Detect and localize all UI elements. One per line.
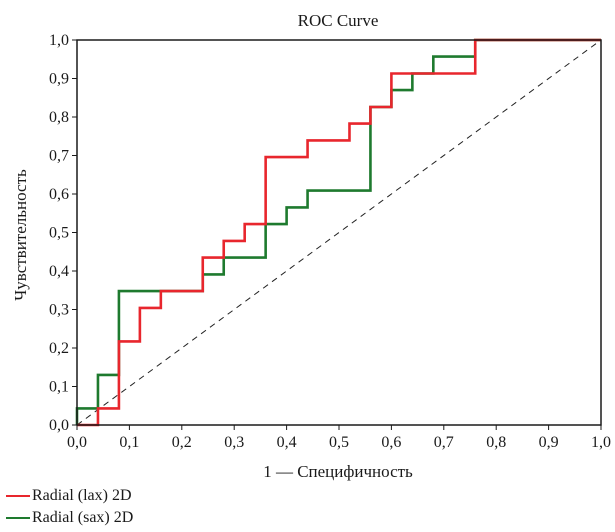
y-tick-label: 0,1 — [49, 379, 69, 396]
legend-swatch-lax — [6, 495, 30, 497]
roc-chart: ROC Curve Чувствительность 1 — Специфичн… — [11, 11, 611, 481]
y-tick-label: 0,4 — [49, 263, 69, 280]
x-tick-label: 0,5 — [329, 434, 349, 451]
x-tick-label: 0,7 — [434, 434, 454, 451]
series-line-0 — [77, 38, 601, 427]
x-tick-label: 0,8 — [486, 434, 506, 451]
legend-label-sax: Radial (sax) 2D — [32, 509, 134, 526]
y-tick-label: 0,2 — [49, 340, 69, 357]
plot-frame — [76, 39, 602, 426]
y-tick-label: 0,0 — [49, 417, 69, 434]
y-tick-label: 0,7 — [49, 148, 69, 165]
y-tick-label: 0,5 — [49, 225, 69, 242]
y-tick-label: 0,8 — [49, 109, 69, 126]
x-axis-label: 1 — Специфичность — [263, 462, 413, 481]
legend-swatch-sax — [6, 517, 30, 519]
x-tick-label: 0,9 — [539, 434, 559, 451]
y-tick-label: 0,3 — [49, 302, 69, 319]
y-axis-label: Чувствительность — [11, 169, 30, 301]
x-tick-label: 0,3 — [224, 434, 244, 451]
y-tick-label: 1,0 — [49, 32, 69, 49]
x-tick-label: 0,1 — [119, 434, 139, 451]
x-tick-label: 0,0 — [67, 434, 87, 451]
axes-layer: 0,0 0,1 0,2 0,3 0,4 0,5 0,6 0,7 0,8 0,9 1,0 0,0 0,1 0… — [49, 32, 611, 451]
x-tick-label: 0,2 — [172, 434, 192, 451]
y-tick-label: 0,6 — [49, 186, 69, 203]
legend-label-lax: Radial (lax) 2D — [32, 487, 132, 504]
legend-item-lax: Radial (lax) 2D — [6, 486, 132, 506]
y-tick-label: 0,9 — [49, 71, 69, 88]
chart-title: ROC Curve — [298, 11, 379, 30]
series-layer — [75, 38, 601, 427]
reference-line-layer — [76, 39, 602, 426]
x-tick-label: 0,6 — [381, 434, 401, 451]
x-tick-label: 1,0 — [591, 434, 611, 451]
x-tick-label: 0,4 — [277, 434, 297, 451]
legend-item-sax: Radial (sax) 2D — [6, 508, 133, 528]
reference-diagonal-line — [76, 39, 602, 426]
